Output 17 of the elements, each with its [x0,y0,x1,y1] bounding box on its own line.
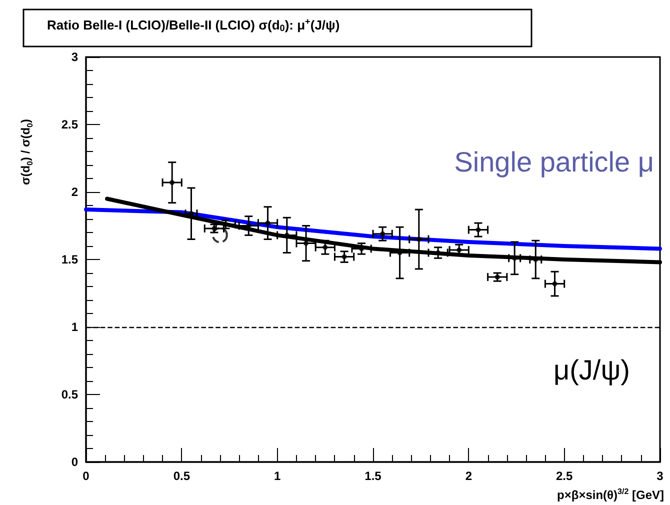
y-tick-label: 2.5 [61,118,78,132]
x-axis-title: p×β×sin(θ)$^{3/2}$ [GeV] [557,486,664,502]
x-tick-label: 1 [274,469,281,483]
y-tick-label: 2 [71,185,78,199]
y-tick-label: 3 [71,50,78,64]
y-tick-label: 0 [71,455,78,469]
x-tick-label: 2 [465,469,472,483]
y-tick-label: 1 [71,320,78,334]
x-tick-label: 1.5 [364,469,382,483]
annotation: Single particle μ [454,146,654,178]
x-tick-label: 0.5 [173,469,190,483]
y-tick-label: 0.5 [61,388,78,402]
x-tick-label: 2.5 [556,469,573,483]
x-tick-label: 0 [82,469,90,483]
annotation: μ(J/ψ) [553,354,630,386]
x-tick-label: 3 [656,469,664,483]
y-tick-label: 1.5 [61,252,78,266]
